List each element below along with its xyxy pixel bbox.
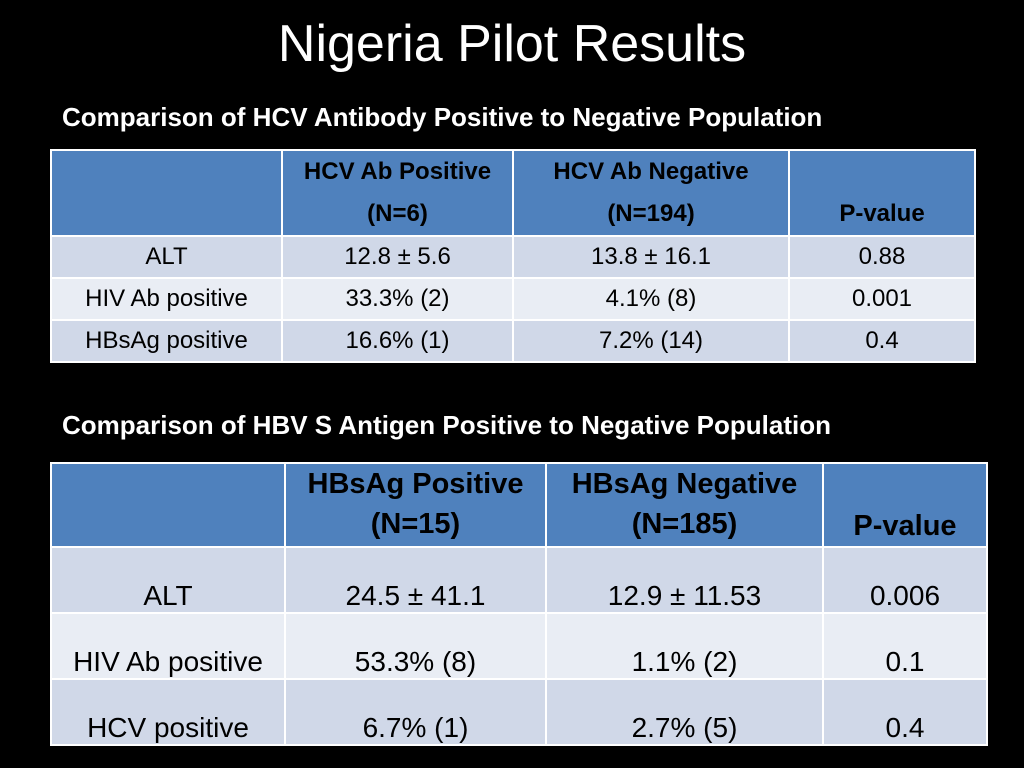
header-p-value: P-value	[822, 462, 988, 548]
cell-p-value: 0.4	[822, 678, 988, 746]
cell-positive: 12.8 ± 5.6	[281, 235, 514, 279]
hbv-comparison-heading: Comparison of HBV S Antigen Positive to …	[62, 410, 831, 440]
cell-p-value: 0.1	[822, 612, 988, 680]
slide-title: Nigeria Pilot Results	[277, 15, 747, 73]
hcv-comparison-table: HCV Ab Positive (N=6) HCV Ab Negative (N…	[50, 149, 976, 363]
hcv-comparison-heading: Comparison of HCV Antibody Positive to N…	[62, 102, 823, 132]
table-header-row: HBsAg Positive (N=15) HBsAg Negative (N=…	[50, 462, 988, 548]
table-header-row: HCV Ab Positive (N=6) HCV Ab Negative (N…	[50, 149, 976, 237]
header-line: (N=194)	[607, 200, 695, 227]
header-line: (N=6)	[367, 200, 428, 227]
row-label: HCV positive	[50, 678, 286, 746]
header-p-value: P-value	[788, 149, 976, 237]
cell-negative: 1.1% (2)	[545, 612, 824, 680]
header-line: HBsAg Positive	[307, 468, 524, 500]
cell-positive: 24.5 ± 41.1	[284, 546, 547, 614]
cell-positive: 33.3% (2)	[281, 277, 514, 321]
cell-p-value: 0.001	[788, 277, 976, 321]
header-hcv-negative: HCV Ab Negative (N=194)	[512, 149, 790, 237]
cell-negative: 7.2% (14)	[512, 319, 790, 363]
header-line: HBsAg Negative	[571, 468, 798, 500]
header-hbsag-positive: HBsAg Positive (N=15)	[284, 462, 547, 548]
cell-negative: 13.8 ± 16.1	[512, 235, 790, 279]
cell-positive: 16.6% (1)	[281, 319, 514, 363]
header-line: HCV Ab Negative	[553, 158, 749, 185]
row-label: HBsAg positive	[50, 319, 283, 363]
header-line: P-value	[853, 510, 957, 542]
table-row: HIV Ab positive 33.3% (2) 4.1% (8) 0.001	[50, 277, 976, 321]
row-label: HIV Ab positive	[50, 277, 283, 321]
header-line: (N=15)	[370, 508, 461, 540]
header-hbsag-negative: HBsAg Negative (N=185)	[545, 462, 824, 548]
table-row: ALT 24.5 ± 41.1 12.9 ± 11.53 0.006	[50, 546, 988, 614]
header-line: (N=185)	[631, 508, 738, 540]
header-empty-cell	[50, 149, 283, 237]
cell-positive: 6.7% (1)	[284, 678, 547, 746]
header-line: P-value	[839, 200, 925, 227]
row-label: ALT	[50, 235, 283, 279]
table-row: ALT 12.8 ± 5.6 13.8 ± 16.1 0.88	[50, 235, 976, 279]
cell-negative: 4.1% (8)	[512, 277, 790, 321]
cell-p-value: 0.006	[822, 546, 988, 614]
row-label: HIV Ab positive	[50, 612, 286, 680]
cell-p-value: 0.88	[788, 235, 976, 279]
hbv-comparison-table: HBsAg Positive (N=15) HBsAg Negative (N=…	[50, 462, 988, 746]
row-label: ALT	[50, 546, 286, 614]
header-hcv-positive: HCV Ab Positive (N=6)	[281, 149, 514, 237]
cell-negative: 2.7% (5)	[545, 678, 824, 746]
table-row: HCV positive 6.7% (1) 2.7% (5) 0.4	[50, 678, 988, 746]
table-row: HBsAg positive 16.6% (1) 7.2% (14) 0.4	[50, 319, 976, 363]
table-row: HIV Ab positive 53.3% (8) 1.1% (2) 0.1	[50, 612, 988, 680]
header-line: HCV Ab Positive	[303, 158, 492, 185]
header-empty-cell	[50, 462, 286, 548]
cell-negative: 12.9 ± 11.53	[545, 546, 824, 614]
cell-positive: 53.3% (8)	[284, 612, 547, 680]
cell-p-value: 0.4	[788, 319, 976, 363]
